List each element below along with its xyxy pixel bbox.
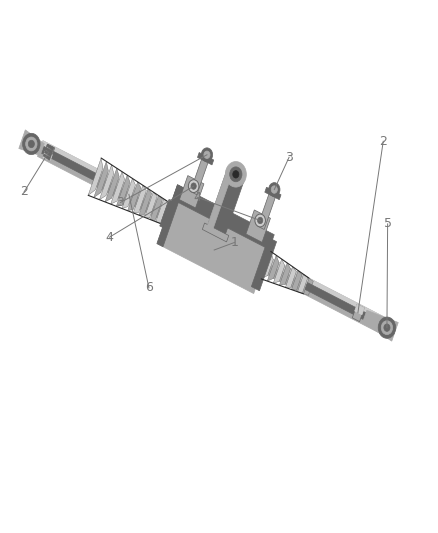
Polygon shape [162,203,173,225]
Polygon shape [39,145,98,181]
Polygon shape [42,144,55,160]
Polygon shape [261,252,273,279]
Polygon shape [94,161,108,198]
Circle shape [384,324,390,332]
Text: 2: 2 [379,135,387,148]
Polygon shape [41,141,390,325]
Circle shape [23,133,40,155]
Polygon shape [305,282,368,321]
Text: 1: 1 [230,236,238,249]
Polygon shape [117,175,130,206]
Polygon shape [206,169,245,238]
Polygon shape [198,152,214,165]
Polygon shape [297,274,308,293]
Polygon shape [206,169,233,231]
Circle shape [255,214,265,227]
Circle shape [225,161,246,187]
Circle shape [201,148,212,161]
Polygon shape [46,148,53,154]
Circle shape [258,217,263,224]
Polygon shape [191,157,209,195]
Polygon shape [180,175,204,208]
Text: 2: 2 [20,185,28,198]
Text: 5: 5 [384,217,392,230]
Polygon shape [156,199,168,223]
Circle shape [271,186,277,193]
Text: 4: 4 [193,191,201,204]
Polygon shape [139,189,152,215]
Polygon shape [265,187,281,200]
Polygon shape [88,158,103,195]
Circle shape [230,167,242,182]
Text: 3: 3 [285,151,293,164]
Polygon shape [160,199,175,229]
Polygon shape [45,150,52,157]
Polygon shape [38,141,390,335]
Circle shape [204,151,210,158]
Circle shape [188,180,199,192]
Polygon shape [363,310,398,341]
Polygon shape [246,210,270,243]
Polygon shape [286,266,296,287]
Polygon shape [43,154,50,160]
Text: 6: 6 [145,281,153,294]
Polygon shape [157,199,269,294]
Polygon shape [133,185,146,213]
Polygon shape [122,179,135,208]
Polygon shape [304,278,313,295]
Polygon shape [251,238,276,290]
Circle shape [381,321,392,335]
Polygon shape [99,165,114,200]
Circle shape [233,171,239,178]
Polygon shape [202,223,229,242]
Polygon shape [258,192,276,230]
Circle shape [26,137,37,151]
Polygon shape [105,168,119,202]
Polygon shape [47,144,54,150]
Polygon shape [279,263,290,285]
Polygon shape [19,130,44,156]
Polygon shape [145,192,157,218]
Circle shape [378,317,396,338]
Polygon shape [127,182,141,211]
Polygon shape [352,304,364,321]
Polygon shape [273,259,285,283]
Circle shape [28,140,35,148]
Polygon shape [157,185,184,247]
Text: 3: 3 [117,196,124,209]
Circle shape [268,183,280,197]
Polygon shape [291,271,302,290]
Polygon shape [172,185,274,249]
Polygon shape [150,196,162,221]
Polygon shape [355,304,364,315]
Polygon shape [267,255,279,281]
Text: 4: 4 [106,231,113,244]
Polygon shape [111,172,125,204]
Circle shape [191,183,196,189]
Polygon shape [42,151,52,160]
